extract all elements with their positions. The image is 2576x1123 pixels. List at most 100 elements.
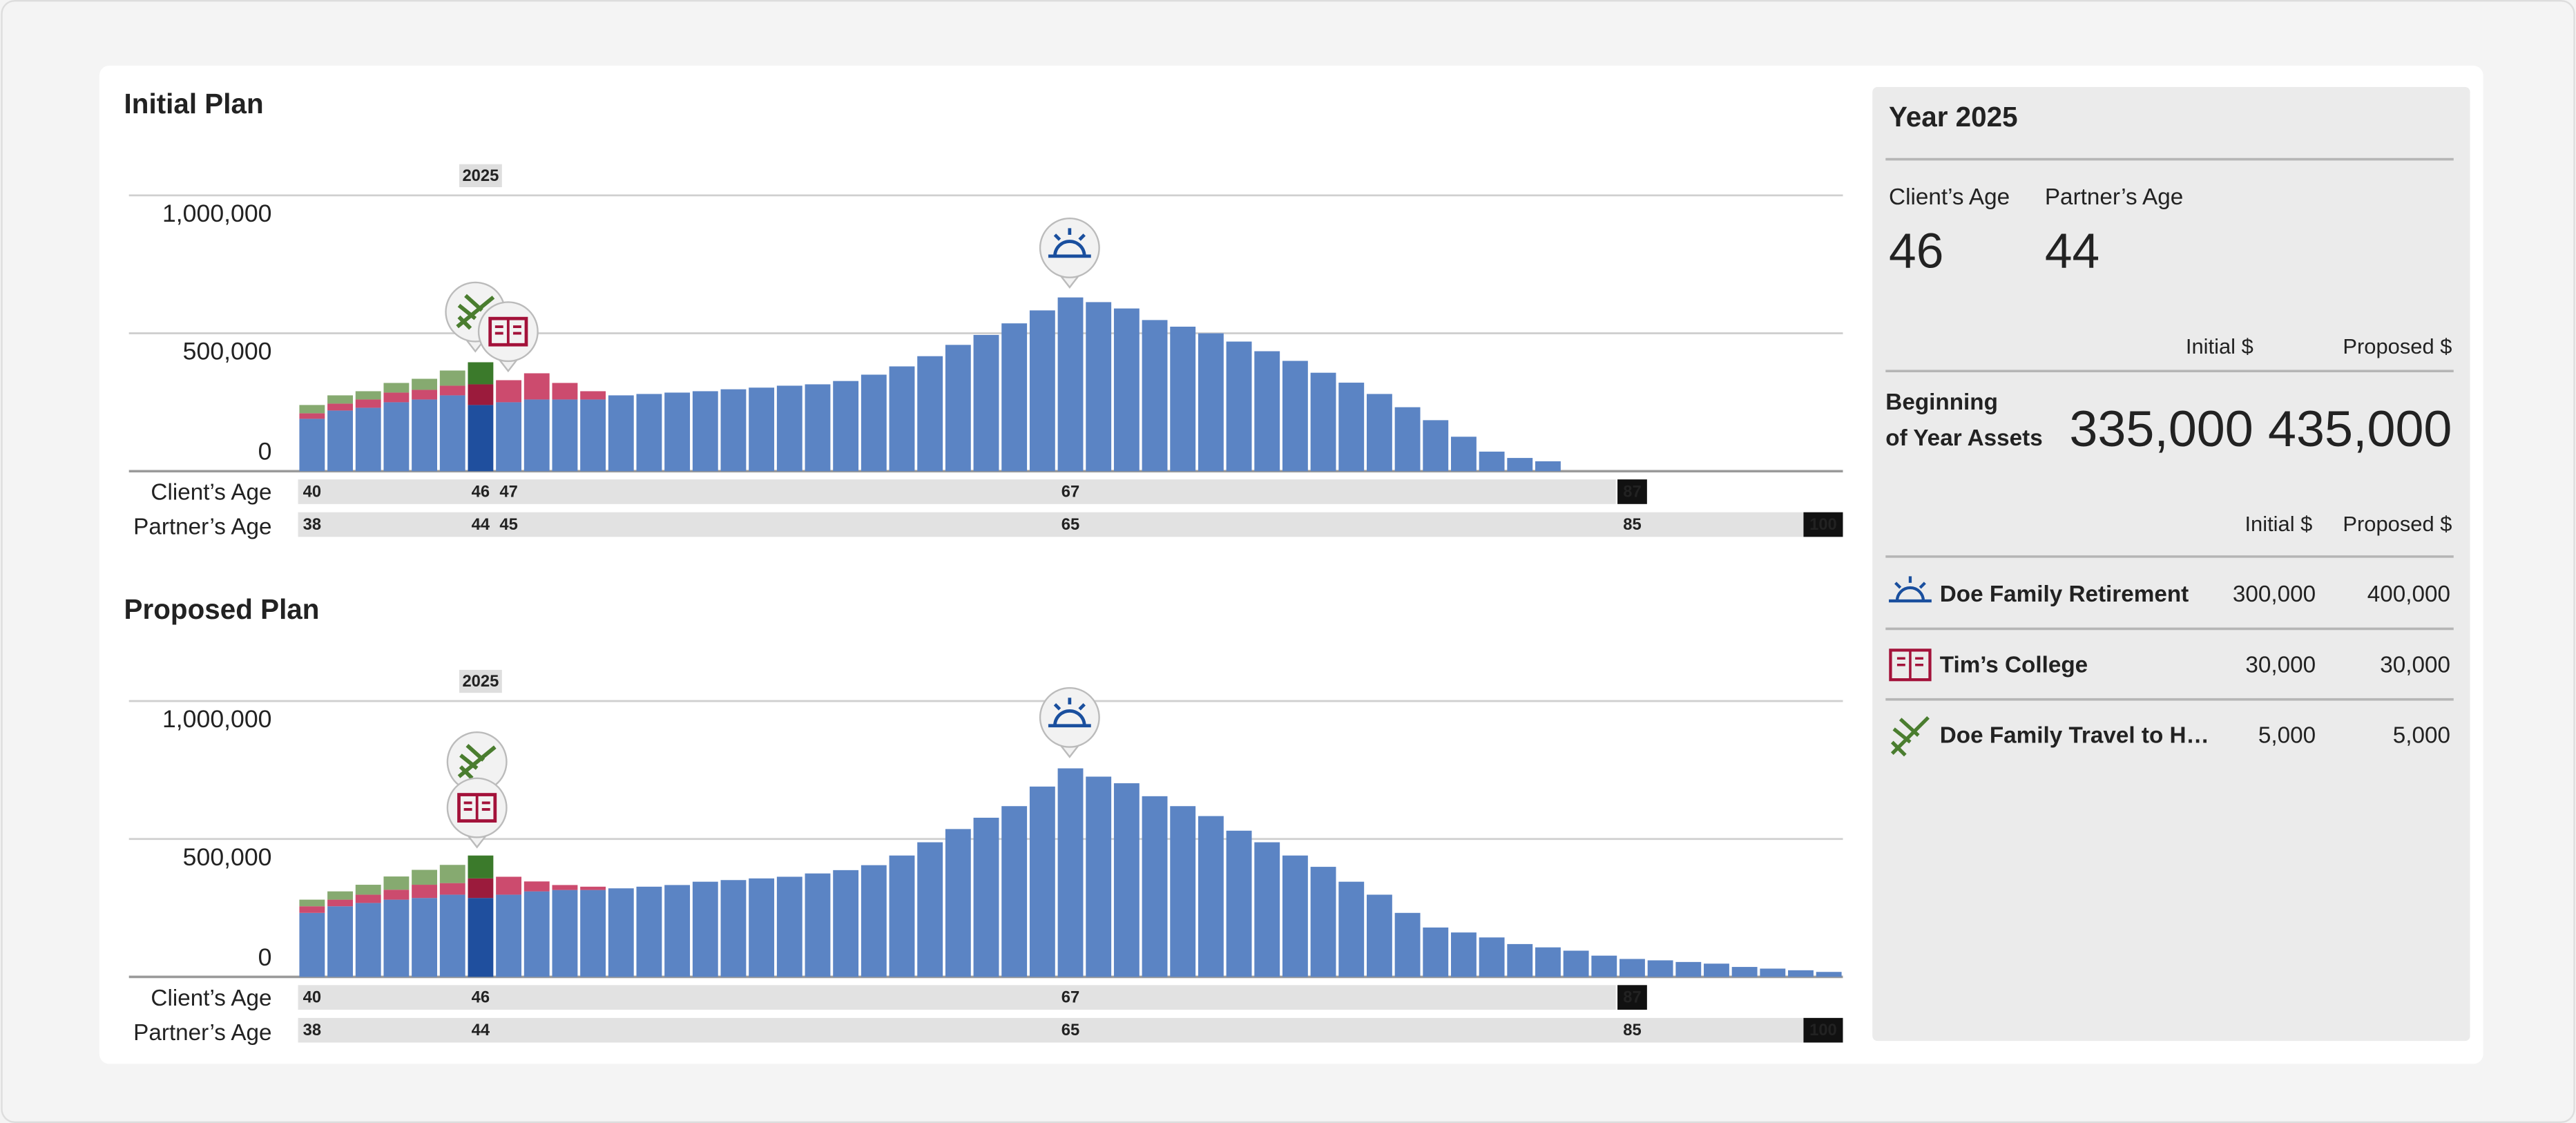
bar-segment bbox=[439, 865, 465, 883]
bar-segment bbox=[833, 870, 859, 977]
bar-segment bbox=[1338, 881, 1365, 977]
x-tick-label: 46 bbox=[472, 988, 490, 1007]
assets-value: 335,000 bbox=[2069, 400, 2253, 457]
bar-segment bbox=[355, 407, 381, 472]
bar-segment bbox=[1057, 768, 1084, 977]
bar-segment bbox=[917, 356, 943, 472]
bar-segment bbox=[496, 876, 522, 895]
bar-segment bbox=[1366, 394, 1392, 472]
bar-segment bbox=[608, 395, 634, 472]
bar-segment bbox=[580, 886, 606, 890]
x-tick-label: 67 bbox=[1061, 988, 1079, 1007]
bar-segment bbox=[383, 876, 410, 890]
bar-segment bbox=[552, 399, 578, 472]
bar-segment bbox=[327, 891, 353, 900]
bar-segment bbox=[412, 399, 438, 472]
bar-segment bbox=[720, 880, 747, 977]
partner-age-band bbox=[298, 1017, 1804, 1043]
partner-age-band bbox=[298, 512, 1804, 537]
college-pin[interactable] bbox=[446, 777, 508, 849]
bar-segment bbox=[1226, 341, 1252, 472]
bar-segment bbox=[552, 885, 578, 890]
bar-segment bbox=[1001, 806, 1028, 977]
college-pin[interactable] bbox=[477, 301, 539, 373]
bar-segment bbox=[468, 384, 494, 405]
x2-tick-label: 38 bbox=[303, 1021, 321, 1039]
bar-segment bbox=[1113, 308, 1140, 472]
chart-title: Proposed Plan bbox=[124, 593, 320, 625]
retirement-pin[interactable] bbox=[1039, 687, 1100, 758]
column-header: Initial $ bbox=[2186, 334, 2253, 358]
bar-segment bbox=[1647, 960, 1673, 977]
bar-segment bbox=[608, 888, 634, 977]
panel-icons bbox=[1889, 576, 1932, 757]
year-label: 2025 bbox=[462, 166, 499, 185]
x2-tick-label: 38 bbox=[303, 515, 321, 534]
x2-axis-label: Partner’s Age bbox=[133, 1020, 271, 1046]
bar-segment bbox=[776, 876, 802, 977]
bar-segment bbox=[636, 394, 662, 472]
x2-tick-label: 85 bbox=[1623, 515, 1641, 534]
retirement-pin[interactable] bbox=[1039, 217, 1100, 289]
bar-segment bbox=[1142, 320, 1168, 472]
bar-segment bbox=[1086, 776, 1112, 977]
bar-segment bbox=[1057, 297, 1084, 472]
year-label: 2025 bbox=[462, 672, 499, 691]
x-tick-label: 47 bbox=[499, 482, 517, 501]
marked-tick-label: 87 bbox=[1623, 988, 1641, 1007]
panel-title: Year 2025 bbox=[1889, 101, 2018, 133]
bar-segment bbox=[636, 886, 662, 977]
bar-segment bbox=[468, 878, 494, 899]
goal-value: 30,000 bbox=[2380, 652, 2450, 678]
year-marker bbox=[459, 669, 502, 693]
bar-segment bbox=[1507, 458, 1533, 472]
assets-label: Beginning bbox=[1885, 390, 1998, 415]
bar-segment bbox=[412, 898, 438, 977]
bar-segment bbox=[412, 378, 438, 390]
bar-segment bbox=[889, 366, 915, 472]
bar-segment bbox=[299, 405, 325, 414]
bar-segment bbox=[749, 387, 775, 472]
goal-name: Doe Family Travel to H… bbox=[1940, 722, 2209, 748]
bar-segment bbox=[1142, 796, 1168, 977]
bar-segment bbox=[327, 906, 353, 977]
x2-axis-label: Partner’s Age bbox=[133, 515, 271, 540]
bar-segment bbox=[973, 334, 999, 472]
bar-segment bbox=[1731, 967, 1758, 977]
bar-segment bbox=[1563, 950, 1589, 977]
bar-segment bbox=[496, 894, 522, 977]
goal-value: 300,000 bbox=[2233, 582, 2316, 607]
x2-tick-label: 44 bbox=[472, 515, 490, 534]
bar-segment bbox=[1760, 968, 1786, 977]
goal-name: Tim’s College bbox=[1940, 652, 2088, 678]
bar-segment bbox=[1254, 842, 1280, 977]
bar-segment bbox=[412, 885, 438, 899]
bar-segment bbox=[1394, 912, 1421, 977]
end-tick-box bbox=[1803, 1017, 1843, 1043]
bar-segment bbox=[1423, 420, 1449, 472]
bar-segment bbox=[1816, 972, 1842, 977]
age-label: Partner’s Age bbox=[2045, 184, 2183, 210]
bar-segment bbox=[523, 881, 550, 892]
bar-segment bbox=[1310, 372, 1336, 472]
chart-title: Initial Plan bbox=[124, 88, 264, 119]
travel-pin[interactable] bbox=[446, 731, 508, 803]
end-tick-label: 100 bbox=[1809, 515, 1837, 534]
bar-segment bbox=[523, 373, 550, 400]
bar-segment bbox=[861, 374, 887, 472]
bar-segment bbox=[468, 405, 494, 472]
end-tick-box bbox=[1803, 512, 1843, 537]
bar-segment bbox=[1282, 361, 1308, 472]
goal-value: 400,000 bbox=[2367, 582, 2450, 607]
bar-segment bbox=[1507, 943, 1533, 977]
bar-segment bbox=[299, 413, 325, 419]
client-age-band bbox=[298, 985, 1616, 1010]
bar-segment bbox=[1423, 927, 1449, 977]
goal-pins bbox=[445, 217, 1100, 849]
panel-content: Year 2025 Client’s Age 46 Partner’s Age 44 In… bbox=[1885, 101, 2454, 748]
bar-segment bbox=[1113, 783, 1140, 977]
y-tick-label: 1,000,000 bbox=[162, 200, 272, 227]
x-tick-label: 40 bbox=[303, 482, 321, 501]
bar-segment bbox=[1535, 461, 1561, 472]
bar-segment bbox=[439, 395, 465, 472]
